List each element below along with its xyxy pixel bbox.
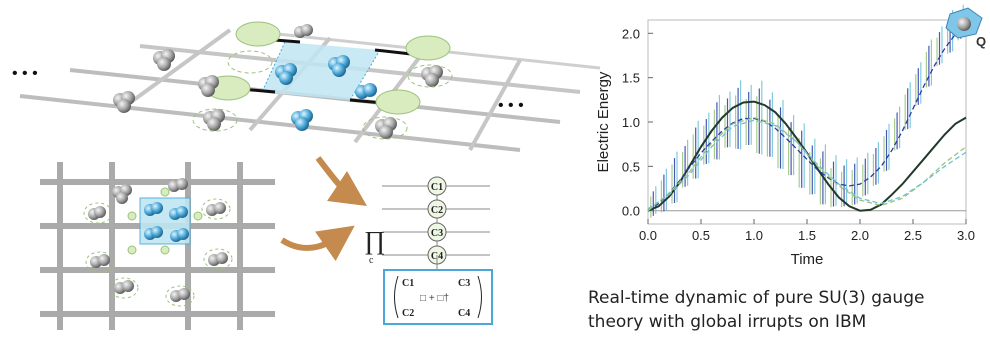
series-line-4: [647, 119, 967, 210]
ellipsis-left: • • •: [12, 65, 38, 82]
matrix-c2: C2: [402, 308, 414, 319]
x-tick-label: 0.5: [692, 228, 710, 243]
matrix-c4: C4: [458, 308, 470, 319]
y-tick-label: 0.5: [622, 159, 640, 174]
caption-line-2: theory with global irrupts on IBM: [588, 312, 867, 332]
plaquette-matrix-box: [383, 269, 493, 325]
flow-arrows: [280, 156, 367, 262]
y-tick-label: 0.0: [622, 204, 640, 219]
gray-qubit-cluster: [113, 24, 443, 139]
series-line-1: [647, 100, 967, 212]
blue-qubit-cluster: [275, 55, 377, 131]
x-tick-label: 2.0: [851, 228, 869, 243]
flat-blue-qubits: [144, 202, 189, 242]
register-circle-3: [427, 222, 447, 242]
y-tick-label: 1.5: [622, 71, 640, 86]
matrix-center: □ + □†: [420, 293, 449, 304]
x-tick-label: 0.0: [639, 228, 657, 243]
y-tick-label: 1.0: [622, 115, 640, 130]
perspective-lattice: • • • • • •: [12, 21, 601, 152]
product-subscript: c: [369, 255, 374, 266]
matrix-c1: C1: [402, 278, 414, 289]
register-label-2: C2: [431, 205, 443, 216]
register-label-1: C1: [431, 182, 443, 193]
flat-gray-qubits: [88, 178, 228, 302]
x-tick-label: 2.5: [904, 228, 922, 243]
ellipsis-right: • • •: [498, 97, 524, 114]
quantum-logo-icon: Q: [945, 7, 986, 49]
series-line-2: [647, 23, 967, 212]
register-circle-2: [427, 199, 447, 219]
figure-caption: Real-time dynamic of pure SU(3) gauge th…: [588, 286, 988, 334]
register-label-3: C3: [431, 228, 443, 239]
product-symbol: ∏: [364, 226, 385, 255]
y-axis-label: Electric Energy: [595, 71, 612, 172]
x-axis-label: Time: [791, 251, 824, 268]
caption-line-1: Real-time dynamic of pure SU(3) gauge: [588, 288, 925, 308]
electric-energy-chart: 0.0 0.5 1.0 1.5 2.0 2.5 3.0 0.0 0.5 1.0 1.5 2.0 Time…: [595, 4, 975, 268]
x-tick-label: 1.5: [798, 228, 816, 243]
register-circle-1: [427, 176, 447, 196]
x-tick-label: 3.0: [957, 228, 975, 243]
flat-lattice: [40, 162, 275, 330]
y-tick-label: 2.0: [622, 26, 640, 41]
series-line-3: [647, 116, 967, 212]
x-tick-label: 1.0: [745, 228, 763, 243]
logo-letter: Q: [976, 34, 986, 49]
plot-frame: [647, 19, 967, 225]
matrix-c3: C3: [458, 278, 470, 289]
